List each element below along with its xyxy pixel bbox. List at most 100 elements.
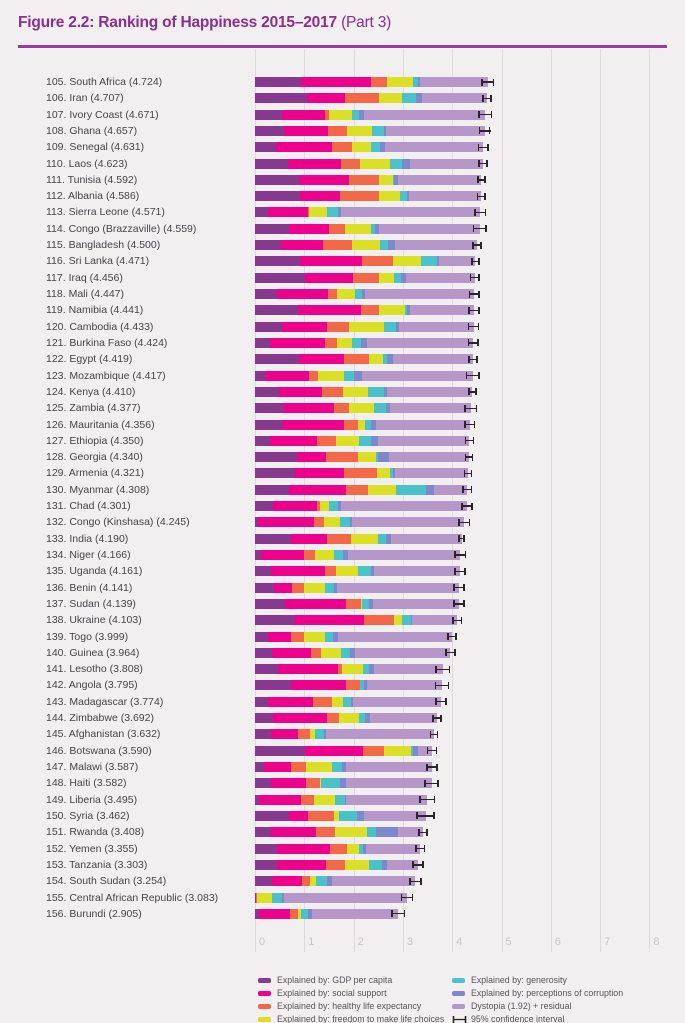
bar-segment-gdp [255,256,301,267]
country-label: 124. Kenya (4.410) [46,385,136,398]
ci-cap [435,747,438,755]
stacked-bar [255,859,418,870]
ci-cap [434,681,437,689]
bar-segment-gdp [255,745,306,756]
bar-segment-social-support [279,386,322,397]
bar-segment-generosity [370,142,380,153]
ci-cap [458,535,460,543]
bar-segment-social-support [277,859,327,870]
country-label: 123. Mozambique (4.417) [46,369,166,382]
stacked-bar [255,876,416,887]
bar-segment-healthy-life [290,908,298,919]
country-label: 150. Syria (3.462) [46,809,130,822]
bar-segment-freedom [337,289,356,300]
bar-segment-freedom [342,664,363,675]
legend-label: Explained by: social support [277,988,387,998]
bar-segment-social-support [276,142,333,153]
bar-segment-dystopia-residual [398,827,423,838]
stacked-bar [255,321,474,332]
bar-segment-corruption [396,321,400,332]
bar-segment-gdp [255,191,301,202]
stacked-bar [255,598,459,609]
bar-segment-dystopia-residual [372,598,459,609]
bar-segment-gdp [255,109,282,120]
bar-segment-social-support [271,729,298,740]
ci-cap [471,453,474,461]
bar-segment-dystopia-residual [340,207,481,218]
bar-segment-corruption [401,272,406,283]
confidence-interval [471,244,482,246]
bar-segment-healthy-life [312,696,333,707]
bar-segment-corruption [387,354,393,365]
bar-segment-healthy-life [321,386,343,397]
bar-segment-gdp [255,452,298,463]
bar-segment-freedom [314,794,335,805]
bar-segment-generosity [364,419,372,430]
axis-tick-label: 8 [653,936,660,948]
bar-segment-freedom [336,566,359,577]
bar-segment-healthy-life [345,598,362,609]
confidence-interval [391,913,406,915]
bar-segment-freedom [321,647,341,658]
bar-segment-social-support [271,876,302,887]
ci-cap [478,274,480,282]
bar-segment-freedom [387,77,413,87]
ci-cap [468,518,471,526]
figure-title-main: Figure 2.2: Ranking of Happiness 2015–20… [18,14,337,31]
confidence-interval [454,570,467,572]
legend-item: Explained by: freedom to make life choic… [258,1014,444,1023]
ci-cap [478,306,480,314]
ci-cap [460,616,463,624]
bar-segment-freedom [305,762,333,773]
bar-segment-corruption [344,794,347,805]
bar-segment-social-support [282,321,328,332]
country-label: 156. Burundi (2.905) [46,907,142,920]
stacked-bar [255,908,399,919]
bar-segment-dystopia-residual [366,680,443,691]
legend-swatch [258,990,271,996]
bar-segment-social-support [297,452,327,463]
stacked-bar [255,696,441,707]
bar-segment-corruption [411,615,412,626]
bar-segment-dystopia-residual [377,435,470,446]
stacked-bar [255,484,468,495]
ci-cap [455,633,458,641]
bar-segment-healthy-life [332,142,353,153]
bar-segment-social-support [264,762,291,773]
stacked-bar [255,713,437,724]
bar-segment-generosity [362,664,369,675]
bar-segment-corruption [365,713,371,724]
bar-segment-generosity [401,93,416,104]
bar-segment-social-support [259,908,291,919]
bar-segment-dystopia-residual [387,386,473,397]
gridline [304,49,306,952]
bar-segment-social-support [301,77,371,87]
bar-segment-healthy-life [305,778,320,789]
country-label: 141. Lesotho (3.808) [46,663,143,676]
confidence-interval [415,847,426,850]
legend-swatch [258,1003,271,1009]
confidence-interval [409,880,422,882]
bar-segment-dystopia-residual [353,696,441,707]
bar-segment-social-support [277,289,328,300]
bar-segment-gdp [255,337,271,348]
bar-segment-social-support [307,93,346,104]
bar-segment-generosity [411,745,414,756]
stacked-bar [255,517,465,528]
confidence-interval [447,635,458,638]
bar-segment-healthy-life [304,549,316,560]
bar-segment-gdp [255,827,272,838]
ci-cap [483,192,486,200]
ci-cap [473,421,476,428]
country-label: 144. Zimbabwe (3.692) [46,712,154,725]
bar-segment-healthy-life [362,256,394,267]
ci-cap [422,861,424,869]
bar-segment-corruption [323,729,326,740]
bar-segment-dystopia-residual [347,549,461,560]
country-label: 143. Madagascar (3.774) [46,695,164,708]
bar-segment-healthy-life [328,125,348,136]
bar-segment-generosity [376,452,379,463]
confidence-interval [453,586,466,589]
bar-segment-generosity [396,484,426,495]
country-label: 116. Sri Lanka (4.471) [46,255,150,268]
